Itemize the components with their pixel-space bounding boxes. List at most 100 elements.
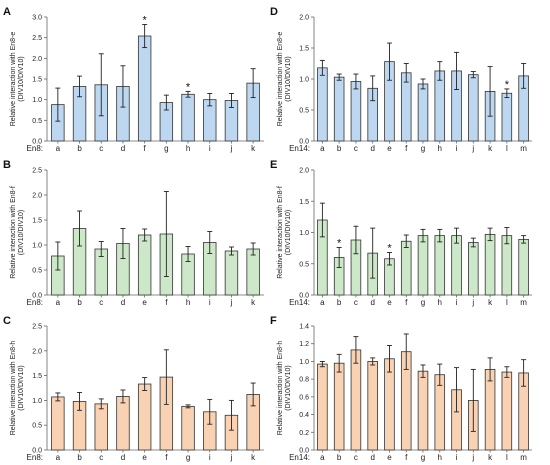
panel-e-xtick-label-a: a	[320, 298, 325, 307]
panel-a-ytick-label: 3.0	[32, 15, 42, 22]
panel-c-bar-d	[116, 396, 130, 451]
panel-e-bar-k	[484, 233, 496, 296]
panel-f-ytick-label: 0.8	[299, 377, 309, 384]
panel-a-significance-h: *	[186, 81, 191, 93]
panel-a-xtick-label-b: b	[77, 144, 82, 153]
panel-d-ylabel-line1: Relative interaction with En8-e	[277, 32, 284, 127]
panel-e-bar-g	[417, 235, 429, 296]
panel-b-ytick-label: 0.0	[32, 293, 42, 300]
panel-f-x-prefix: En14:	[289, 453, 310, 462]
panel-f-bar-d	[367, 361, 378, 451]
panel-e-significance-b: *	[337, 238, 342, 250]
panel-a-ytick-label: 2.0	[32, 56, 42, 63]
panel-c-bar-c	[94, 403, 108, 451]
panel-c-xtick-label-b: b	[77, 453, 82, 462]
panel-f-xtick-label-b: b	[337, 453, 342, 462]
panel-c-bar-e	[137, 383, 152, 451]
panel-b-xtick-label-f: f	[165, 298, 168, 307]
panel-e-xtick-label-f: f	[405, 298, 408, 307]
panel-a-xtick-label-i: i	[209, 144, 211, 153]
panel-c-xtick-label-f: f	[165, 453, 168, 462]
panel-f-bar-g	[417, 370, 429, 451]
panel-b-xtick-label-k: k	[251, 298, 256, 307]
panel-f-ytick-label: 0.4	[299, 412, 309, 419]
panel-d-bar-c	[350, 81, 362, 142]
panel-f-bar-k	[484, 368, 496, 451]
panel-a-xtick-label-a: a	[56, 144, 61, 153]
panel-a-xtick-label-g: g	[164, 144, 168, 153]
panel-d-bar-h	[434, 70, 446, 142]
panel-c-xtick-label-c: c	[99, 453, 103, 462]
panel-e-xtick-label-h: h	[438, 298, 442, 307]
panel-f-xtick-label-k: k	[488, 453, 493, 462]
panel-e-xtick-label-b: b	[337, 298, 342, 307]
panel-e-bar-h	[434, 235, 446, 296]
panel-d-bar-l	[501, 92, 513, 142]
panel-a-bar-h	[181, 93, 195, 142]
panel-a-ytick-label: 0.0	[32, 139, 42, 146]
panel-e-ytick-label: 0.0	[299, 293, 309, 300]
panel-c-ylabel-line1: Relative interaction with En8-h	[10, 341, 17, 436]
panel-e-bar-m	[518, 238, 529, 296]
panel-c-ylabel-line2: (DIV10/DIV10)	[18, 365, 25, 411]
panel-b-bar-j	[224, 250, 239, 296]
panel-c-letter: C	[3, 315, 11, 327]
panel-b-ytick-label: 2.5	[32, 168, 42, 175]
panel-c-x-prefix: En8:	[27, 453, 43, 462]
panel-a-ylabel-line1: Relative interaction with En8-e	[10, 32, 17, 127]
panel-f-xtick-label-d: d	[370, 453, 374, 462]
panel-b-ytick-label: 2.0	[32, 193, 42, 200]
panel-a-xtick-label-k: k	[251, 144, 256, 153]
panel-c-ytick-label: 1.5	[32, 373, 42, 380]
panel-b-bar-k	[246, 248, 260, 296]
panel-d-xtick-label-g: g	[421, 144, 425, 153]
panel-f-letter: F	[270, 315, 277, 327]
panel-a-letter: A	[3, 6, 11, 18]
panel-f-ytick-label: 0.0	[299, 448, 309, 455]
panel-b-xtick-label-b: b	[77, 298, 82, 307]
panel-d-xtick-label-k: k	[488, 144, 493, 153]
panel-b-xtick-label-e: e	[142, 298, 147, 307]
panel-d-xtick-label-e: e	[387, 144, 392, 153]
panel-d-xtick-label-m: m	[520, 144, 527, 153]
panel-a-xtick-label-h: h	[186, 144, 190, 153]
panel-d-xtick-label-j: j	[471, 144, 474, 153]
panel-e-ytick-label: 1.5	[299, 199, 309, 206]
panel-c-ytick-label: 0.0	[32, 448, 42, 455]
panel-c-xtick-label-a: a	[56, 453, 61, 462]
panel-d-xtick-label-a: a	[320, 144, 325, 153]
panel-a-ytick-label: 1.5	[32, 77, 42, 84]
panel-f-xtick-label-c: c	[354, 453, 358, 462]
panel-e-ytick-label: 0.5	[299, 261, 309, 268]
panel-e-xtick-label-i: i	[456, 298, 458, 307]
panel-b-ytick-label: 0.5	[32, 268, 42, 275]
panel-d-xtick-label-l: l	[506, 144, 508, 153]
panel-d-xtick-label-i: i	[456, 144, 458, 153]
panel-c-bar-a	[51, 396, 65, 451]
panel-c-ytick-label: 2.0	[32, 348, 42, 355]
panel-d-ylabel-line2: (DIV10/DIV10)	[285, 56, 292, 102]
panel-a-xtick-label-c: c	[99, 144, 103, 153]
panel-a-xtick-label-f: f	[144, 144, 147, 153]
panel-e-xtick-label-e: e	[387, 298, 392, 307]
panel-a-xtick-label-j: j	[230, 144, 233, 153]
panel-e-bar-l	[501, 235, 513, 296]
panel-d-ytick-label: 2.0	[299, 15, 309, 22]
panel-b-xtick-label-h: h	[186, 298, 190, 307]
panel-f-xtick-label-j: j	[471, 453, 474, 462]
panel-f-xtick-label-g: g	[421, 453, 425, 462]
panel-b-xtick-label-d: d	[121, 298, 125, 307]
panel-f-ytick-label: 1.2	[299, 341, 309, 348]
panel-d-xtick-label-b: b	[337, 144, 342, 153]
panel-e-bar-f	[400, 240, 412, 296]
panel-f-xtick-label-h: h	[438, 453, 442, 462]
panel-d-bar-b	[333, 76, 345, 142]
panel-f-ylabel-line1: Relative interaction with En8-h	[277, 341, 284, 436]
panel-b-xtick-label-c: c	[99, 298, 103, 307]
panel-b-letter: B	[3, 159, 11, 171]
panel-b-xtick-label-i: i	[209, 298, 211, 307]
panel-d-xtick-label-c: c	[354, 144, 358, 153]
panel-e-x-prefix: En14:	[289, 298, 310, 307]
panel-f-ytick-label: 1.0	[299, 359, 309, 366]
